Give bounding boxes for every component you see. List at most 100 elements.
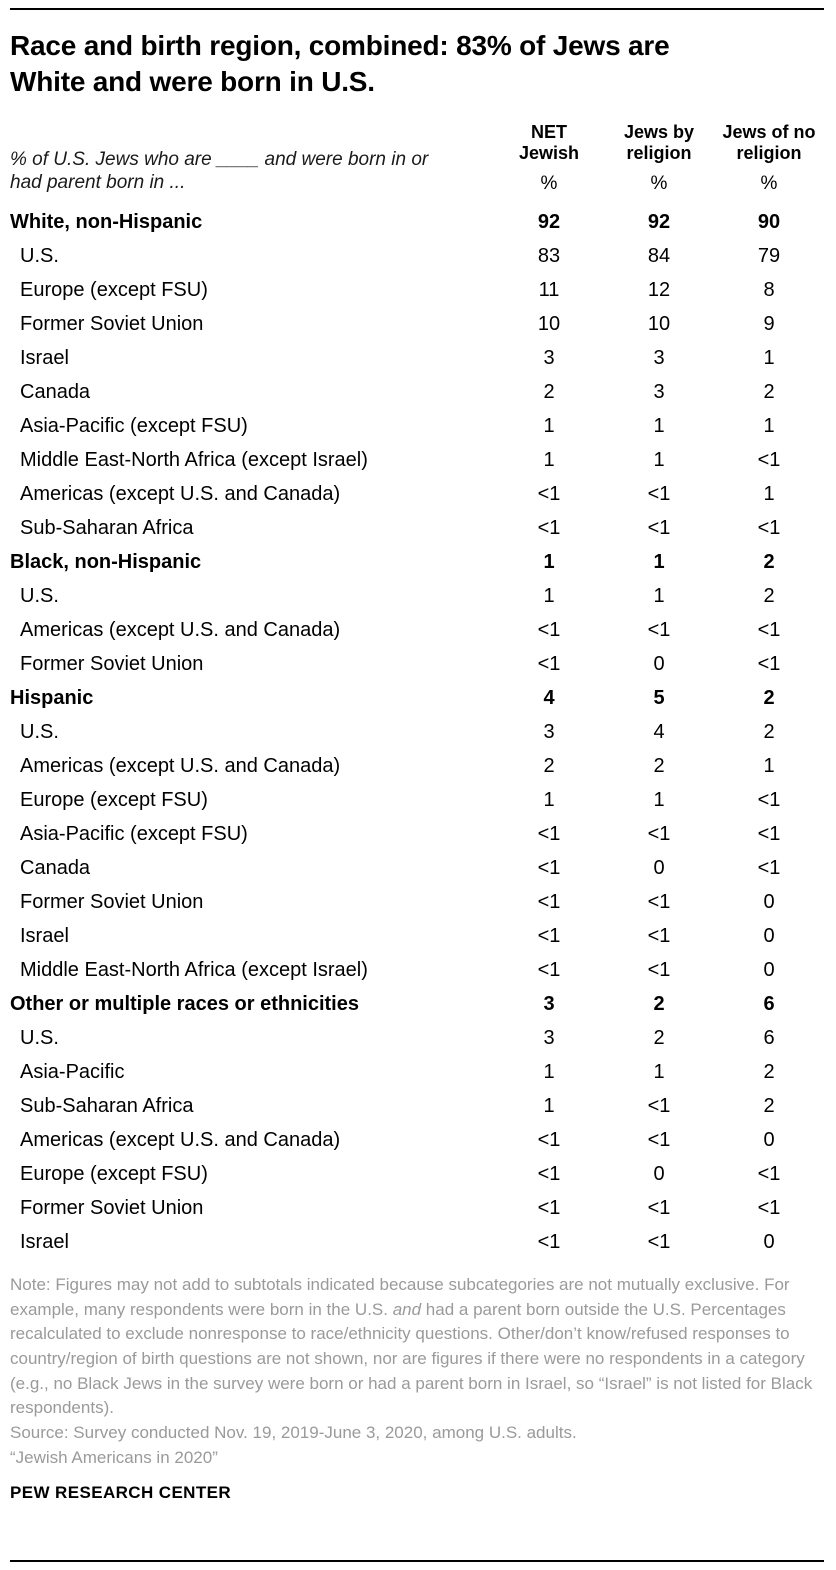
cell-value: 1 <box>543 1094 555 1117</box>
row-label: Israel <box>20 346 69 369</box>
cell-value: <1 <box>647 890 671 913</box>
row-label: Former Soviet Union <box>20 312 204 335</box>
table-header-row: % of U.S. Jews who are ____ and were bor… <box>10 122 824 195</box>
row-label: Asia-Pacific <box>20 1060 125 1083</box>
cell-value: 4 <box>543 686 555 709</box>
category-row: Black, non-Hispanic 1 1 2 <box>10 545 824 579</box>
table-row: Europe (except FSU) 1 1 <1 <box>10 783 824 817</box>
cell-value: <1 <box>647 482 671 505</box>
row-label: Europe (except FSU) <box>20 1162 208 1185</box>
cell-value: 1 <box>653 550 665 573</box>
category-row: Hispanic 4 5 2 <box>10 681 824 715</box>
note-text-part: had a parent born outside the U.S. Perce… <box>10 1299 813 1418</box>
row-label: Sub-Saharan Africa <box>20 1094 194 1117</box>
table-row: Americas (except U.S. and Canada) <1 <1 <1 <box>10 613 824 647</box>
row-label: Americas (except U.S. and Canada) <box>20 1128 341 1151</box>
cell-value: 0 <box>763 1230 775 1253</box>
category-row: Other or multiple races or ethnicities 3 2… <box>10 987 824 1021</box>
row-label: Americas (except U.S. and Canada) <box>20 482 341 505</box>
cell-value: 2 <box>653 754 665 777</box>
cell-value: 1 <box>653 788 665 811</box>
cell-value: 4 <box>653 720 665 743</box>
cell-value: <1 <box>537 890 561 913</box>
cell-value: 1 <box>543 584 555 607</box>
row-label: White, non-Hispanic <box>10 210 203 233</box>
cell-value: 1 <box>763 346 775 369</box>
row-label: U.S. <box>20 720 59 743</box>
column-header-line1: Jews of no <box>722 121 816 142</box>
table-row: Middle East-North Africa (except Israel)… <box>10 443 824 477</box>
cell-value: <1 <box>647 1230 671 1253</box>
table-row: U.S. 1 1 2 <box>10 579 824 613</box>
cell-value: 0 <box>653 856 665 879</box>
cell-value: 3 <box>653 346 665 369</box>
column-header-net-jewish: NET Jewish % <box>494 122 604 195</box>
note-text: Note: Figures may not add to subtotals i… <box>10 1273 824 1421</box>
cell-value: 83 <box>537 244 561 267</box>
row-label: Israel <box>20 924 69 947</box>
report-citation: “Jewish Americans in 2020” <box>10 1447 218 1467</box>
table-row: U.S. 3 2 6 <box>10 1021 824 1055</box>
column-header-line1: Jews by <box>623 121 695 142</box>
cell-value: 10 <box>647 312 671 335</box>
table-row: Americas (except U.S. and Canada) <1 <1 0 <box>10 1123 824 1157</box>
cell-value: <1 <box>537 1162 561 1185</box>
cell-value: 6 <box>763 1026 775 1049</box>
row-label: Canada <box>20 380 91 403</box>
cell-value: <1 <box>757 618 781 641</box>
column-header-line2: Jewish <box>518 142 580 163</box>
bottom-rule <box>10 1560 824 1562</box>
cell-value: 79 <box>757 244 781 267</box>
cell-value: <1 <box>537 652 561 675</box>
cell-value: 1 <box>763 482 775 505</box>
table-row: Asia-Pacific 1 1 2 <box>10 1055 824 1089</box>
row-label: Americas (except U.S. and Canada) <box>20 754 341 777</box>
cell-value: <1 <box>537 822 561 845</box>
cell-value: 2 <box>763 720 775 743</box>
column-header-line2: religion <box>626 142 692 163</box>
table-row: Israel 3 3 1 <box>10 341 824 375</box>
cell-value: 0 <box>653 1162 665 1185</box>
cell-value: 0 <box>653 652 665 675</box>
cell-value: 92 <box>537 210 561 233</box>
table-row: Former Soviet Union <1 <1 0 <box>10 885 824 919</box>
table-row: Sub-Saharan Africa <1 <1 <1 <box>10 511 824 545</box>
cell-value: 1 <box>653 1060 665 1083</box>
row-label: Asia-Pacific (except FSU) <box>20 414 248 437</box>
column-header-label: Jews of no religion <box>714 122 824 164</box>
cell-value: 2 <box>763 686 775 709</box>
top-rule <box>10 8 824 10</box>
row-label: Black, non-Hispanic <box>10 550 202 573</box>
column-header-jews-by-religion: Jews by religion % <box>604 122 714 195</box>
percent-sign: % <box>540 173 558 195</box>
chart-title: Race and birth region, combined: 83% of … <box>10 30 670 97</box>
row-label: U.S. <box>20 1026 59 1049</box>
table-row: Israel <1 <1 0 <box>10 1225 824 1259</box>
cell-value: 2 <box>543 380 555 403</box>
table-row: Americas (except U.S. and Canada) 2 2 1 <box>10 749 824 783</box>
cell-value: 92 <box>647 210 671 233</box>
cell-value: <1 <box>757 1162 781 1185</box>
cell-value: 1 <box>653 584 665 607</box>
cell-value: 6 <box>763 992 775 1015</box>
cell-value: <1 <box>647 618 671 641</box>
cell-value: 3 <box>543 992 555 1015</box>
cell-value: <1 <box>537 1196 561 1219</box>
cell-value: <1 <box>537 482 561 505</box>
cell-value: <1 <box>537 516 561 539</box>
column-header-label: NET Jewish <box>494 122 604 164</box>
cell-value: <1 <box>647 822 671 845</box>
row-label: Former Soviet Union <box>20 652 204 675</box>
table-row: Europe (except FSU) <1 0 <1 <box>10 1157 824 1191</box>
cell-value: 2 <box>763 584 775 607</box>
chart-subtitle: % of U.S. Jews who are ____ and were bor… <box>10 148 429 193</box>
table-row: Sub-Saharan Africa 1 <1 2 <box>10 1089 824 1123</box>
cell-value: <1 <box>757 856 781 879</box>
row-label: Asia-Pacific (except FSU) <box>20 822 248 845</box>
cell-value: 1 <box>763 754 775 777</box>
cell-value: 3 <box>543 1026 555 1049</box>
column-header-label: Jews by religion <box>604 122 714 164</box>
cell-value: <1 <box>537 1128 561 1151</box>
cell-value: 1 <box>543 448 555 471</box>
